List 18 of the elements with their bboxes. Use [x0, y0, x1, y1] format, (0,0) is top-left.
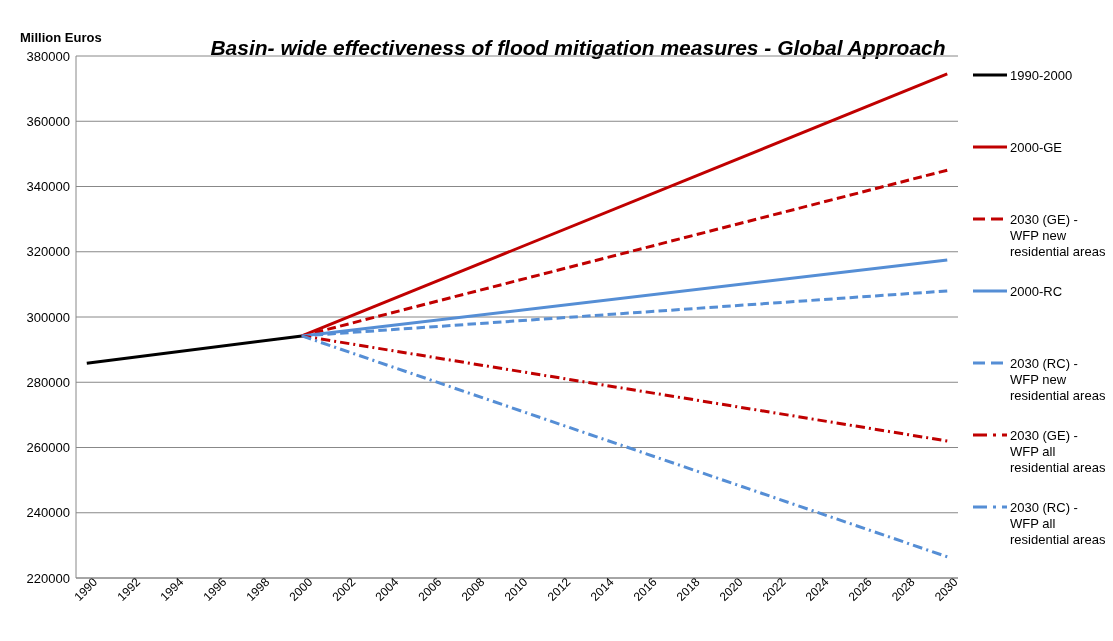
legend-label: 2030 (RC) - WFP all residential areas: [1010, 500, 1107, 548]
legend-label: 2030 (RC) - WFP new residential areas: [1010, 356, 1107, 404]
chart-title: Basin- wide effectiveness of flood mitigation measures - Global Approach: [209, 36, 947, 60]
y-tick-label: 380000: [26, 48, 70, 64]
legend-label: 2000-GE: [1010, 140, 1063, 156]
y-tick-label: 340000: [26, 179, 70, 195]
y-tick-label: 220000: [26, 570, 70, 586]
legend-label: 2030 (GE) - WFP new residential areas: [1010, 212, 1107, 260]
y-tick-label: 300000: [26, 309, 70, 325]
y-tick-label: 240000: [26, 505, 70, 521]
legend-label: 2000-RC: [1010, 284, 1063, 300]
legend-label: 2030 (GE) - WFP all residential areas: [1010, 428, 1107, 476]
y-tick-label: 360000: [26, 113, 70, 129]
y-axis-title: Million Euros: [20, 30, 102, 45]
legend-label: 1990-2000: [1010, 68, 1073, 84]
y-tick-label: 280000: [26, 374, 70, 390]
y-tick-label: 260000: [26, 440, 70, 456]
y-tick-label: 320000: [26, 244, 70, 260]
